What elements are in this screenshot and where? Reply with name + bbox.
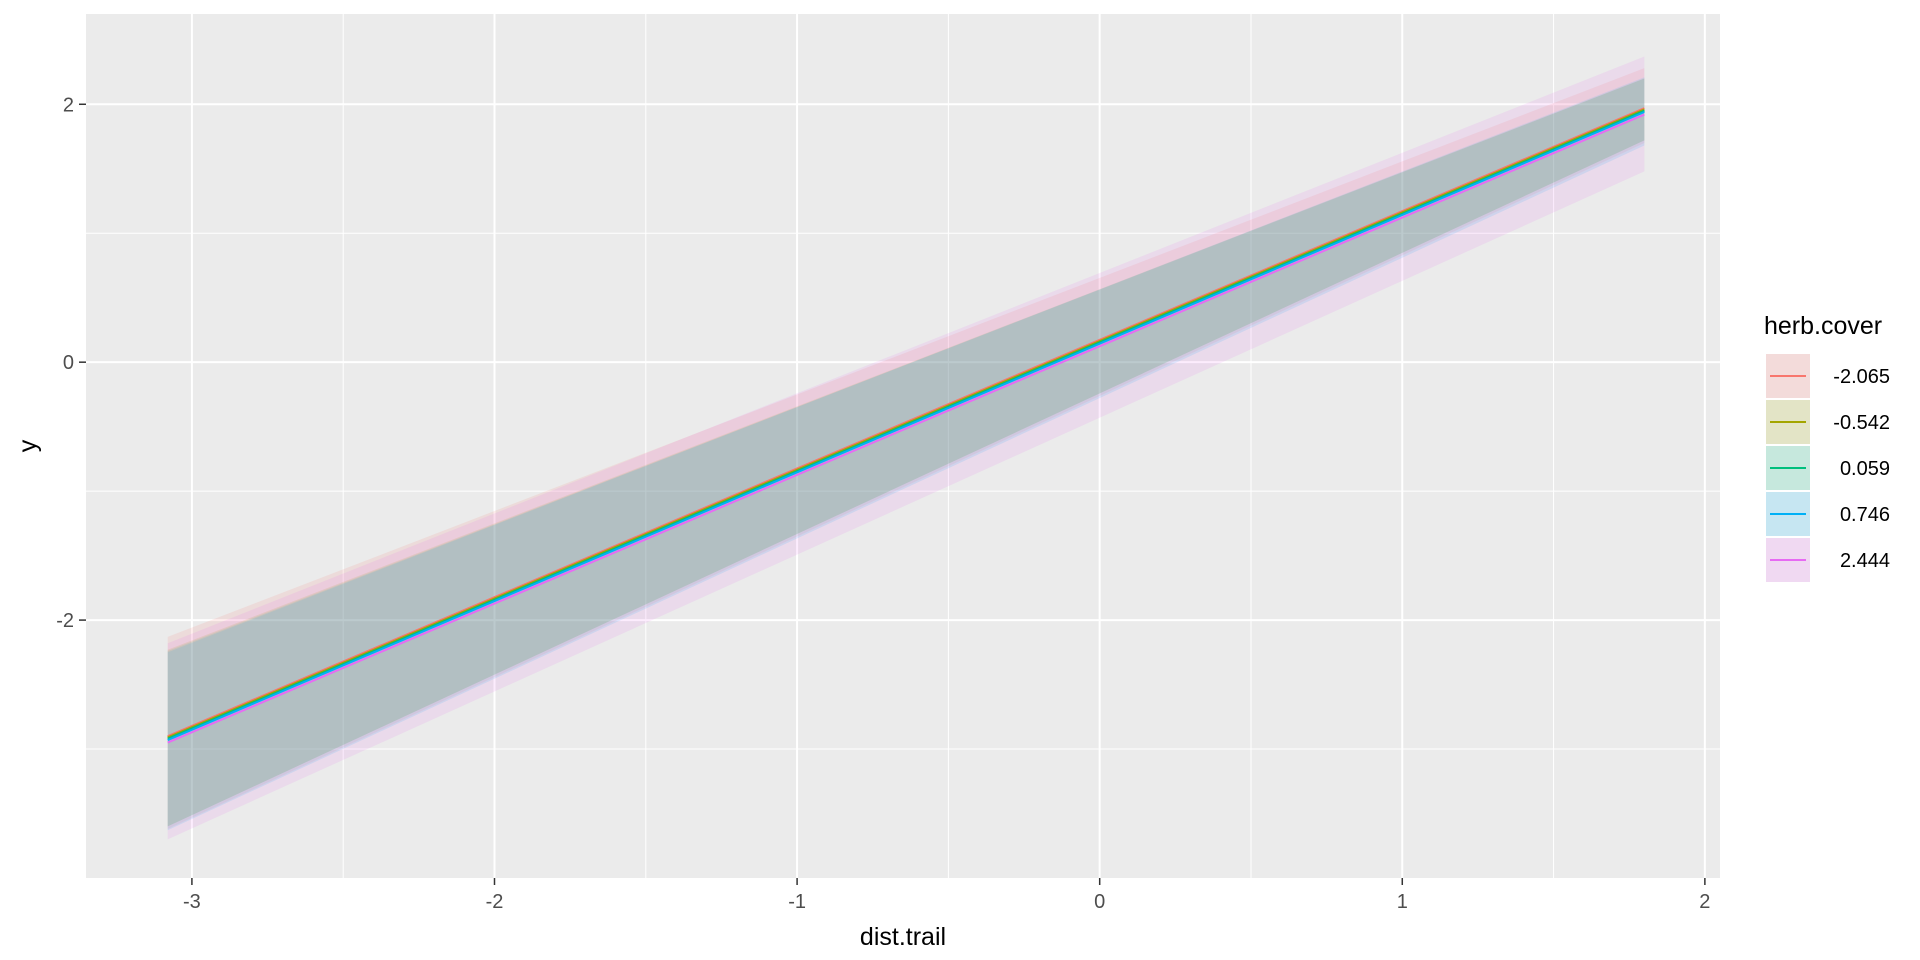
x-tick-label: -1 (788, 891, 806, 913)
y-axis-title: y (14, 439, 42, 452)
x-tick-label: -3 (183, 891, 201, 913)
ribbon-0 (167, 68, 1645, 829)
legend: herb.cover -2.065 -0.542 0.059 0.746 2.444 (1764, 312, 1890, 582)
legend-label: -2.065 (1833, 366, 1890, 388)
legend-label: -0.542 (1833, 412, 1890, 434)
series-line-4 (167, 113, 1645, 744)
y-tick-label: -2 (56, 610, 74, 632)
minor-gridlines (86, 14, 1720, 878)
y-tick-label: 0 (63, 352, 74, 374)
y-tick-label: 2 (63, 94, 74, 116)
series-lines (167, 107, 1645, 744)
series-line-1 (167, 108, 1645, 739)
x-tick-label: 0 (1094, 891, 1105, 913)
x-tick-label: 1 (1397, 891, 1408, 913)
legend-title: herb.cover (1764, 312, 1882, 340)
plot-panel (86, 14, 1720, 878)
legend-label: 0.746 (1840, 504, 1890, 526)
x-tick-label: -2 (486, 891, 504, 913)
legend-label: 0.059 (1840, 458, 1890, 480)
legend-label: 2.444 (1840, 550, 1890, 572)
series-line-0 (167, 107, 1645, 738)
y-axis: -2 0 2 (56, 94, 86, 632)
major-gridlines (86, 14, 1720, 878)
x-axis-title: dist.trail (860, 923, 946, 951)
x-axis: -3 -2 -1 0 1 2 (183, 878, 1710, 913)
series-line-3 (167, 111, 1645, 741)
series-line-2 (167, 109, 1645, 740)
ribbon-4 (167, 56, 1645, 840)
x-tick-label: 2 (1699, 891, 1710, 913)
